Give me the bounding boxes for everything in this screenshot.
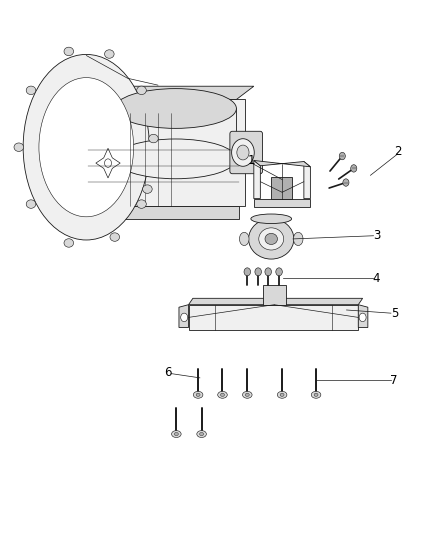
Ellipse shape	[311, 391, 321, 398]
Ellipse shape	[259, 228, 284, 250]
Polygon shape	[188, 305, 358, 330]
Ellipse shape	[293, 232, 303, 246]
Ellipse shape	[193, 391, 203, 398]
Ellipse shape	[240, 232, 249, 246]
Ellipse shape	[110, 233, 120, 241]
Ellipse shape	[172, 431, 181, 438]
Circle shape	[343, 179, 349, 186]
Ellipse shape	[174, 432, 178, 435]
Circle shape	[255, 268, 261, 276]
Circle shape	[244, 268, 251, 276]
Ellipse shape	[243, 391, 252, 398]
Polygon shape	[358, 305, 368, 327]
Ellipse shape	[23, 54, 149, 240]
Ellipse shape	[115, 88, 237, 128]
Circle shape	[265, 268, 272, 276]
Ellipse shape	[64, 47, 74, 55]
Ellipse shape	[148, 134, 158, 143]
Ellipse shape	[105, 50, 114, 58]
Ellipse shape	[314, 393, 318, 397]
Text: 1: 1	[248, 154, 255, 167]
Ellipse shape	[64, 239, 74, 247]
Ellipse shape	[237, 145, 249, 160]
Ellipse shape	[218, 391, 227, 398]
Circle shape	[276, 268, 283, 276]
Ellipse shape	[232, 139, 254, 166]
Ellipse shape	[280, 393, 284, 397]
FancyBboxPatch shape	[271, 177, 292, 199]
Ellipse shape	[200, 432, 204, 435]
Ellipse shape	[251, 214, 292, 223]
Polygon shape	[188, 298, 363, 305]
Polygon shape	[254, 160, 260, 199]
Ellipse shape	[245, 393, 249, 397]
Ellipse shape	[14, 143, 24, 151]
FancyBboxPatch shape	[230, 131, 262, 174]
Ellipse shape	[277, 391, 287, 398]
Text: 5: 5	[391, 306, 398, 320]
Ellipse shape	[196, 393, 200, 397]
Ellipse shape	[265, 233, 277, 245]
Ellipse shape	[197, 431, 206, 438]
Polygon shape	[80, 100, 245, 206]
Ellipse shape	[220, 393, 224, 397]
Text: 4: 4	[372, 272, 379, 285]
Ellipse shape	[137, 86, 146, 94]
Polygon shape	[304, 161, 311, 199]
Polygon shape	[80, 86, 254, 100]
Text: 6: 6	[164, 366, 172, 378]
Circle shape	[339, 152, 345, 160]
FancyBboxPatch shape	[262, 285, 286, 305]
Polygon shape	[254, 160, 311, 167]
Circle shape	[351, 165, 357, 172]
Polygon shape	[179, 305, 188, 327]
Text: 2: 2	[395, 146, 402, 158]
Ellipse shape	[115, 139, 237, 179]
Ellipse shape	[137, 200, 146, 208]
Text: 3: 3	[373, 229, 380, 242]
Polygon shape	[254, 199, 311, 207]
Text: 7: 7	[390, 374, 398, 387]
Ellipse shape	[249, 219, 294, 259]
Ellipse shape	[26, 86, 36, 94]
Polygon shape	[115, 109, 237, 159]
Circle shape	[359, 313, 366, 321]
Ellipse shape	[143, 185, 152, 193]
Ellipse shape	[26, 200, 36, 208]
Polygon shape	[78, 206, 239, 219]
Circle shape	[181, 313, 187, 321]
Ellipse shape	[39, 78, 134, 217]
